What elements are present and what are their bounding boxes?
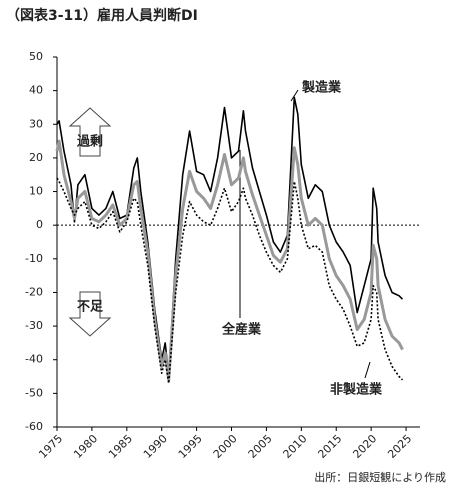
series-line (56, 177, 404, 385)
y-tick-label: 40 (29, 84, 43, 97)
series-line (56, 96, 404, 378)
x-tick-label: 2005 (246, 432, 275, 461)
x-tick-label: 1985 (106, 432, 135, 461)
y-tick-label: -40 (25, 353, 43, 366)
series-label: 非製造業 (330, 382, 383, 398)
y-tick-label: -20 (25, 285, 43, 298)
series-line (55, 139, 404, 382)
x-tick-label: 2025 (385, 432, 414, 461)
x-tick-label: 2020 (350, 432, 379, 461)
y-tick-label: -60 (25, 420, 43, 433)
y-tick-label: 0 (36, 218, 43, 231)
leader-line (364, 361, 371, 379)
x-tick-label: 1995 (176, 432, 205, 461)
x-tick-label: 1975 (36, 432, 65, 461)
y-tick-label: 50 (29, 50, 43, 63)
y-tick-label: -50 (25, 386, 43, 399)
up-arrow (68, 107, 112, 157)
x-tick-label: 2000 (211, 432, 240, 461)
y-tick-label: -30 (25, 319, 43, 332)
y-tick-label: 20 (29, 151, 43, 164)
chart-title: （図表3-11）雇用人員判断DI (6, 7, 198, 24)
y-tick-label: 10 (29, 185, 43, 198)
y-tick-label: -10 (25, 252, 43, 265)
source: 出所：日銀短観により作成 (314, 470, 446, 484)
annotation: 不足 (77, 300, 104, 315)
series-label: 製造業 (301, 80, 342, 96)
y-tick-label: 30 (29, 117, 43, 130)
annotation: 過剰 (76, 134, 103, 150)
x-tick-label: 1990 (141, 432, 170, 461)
x-tick-label: 1980 (71, 432, 100, 461)
x-tick-label: 2015 (315, 432, 344, 461)
leader-line (290, 89, 299, 102)
x-tick-label: 2010 (281, 432, 310, 461)
series-label: 全産業 (221, 322, 262, 338)
down-arrow (68, 291, 112, 337)
